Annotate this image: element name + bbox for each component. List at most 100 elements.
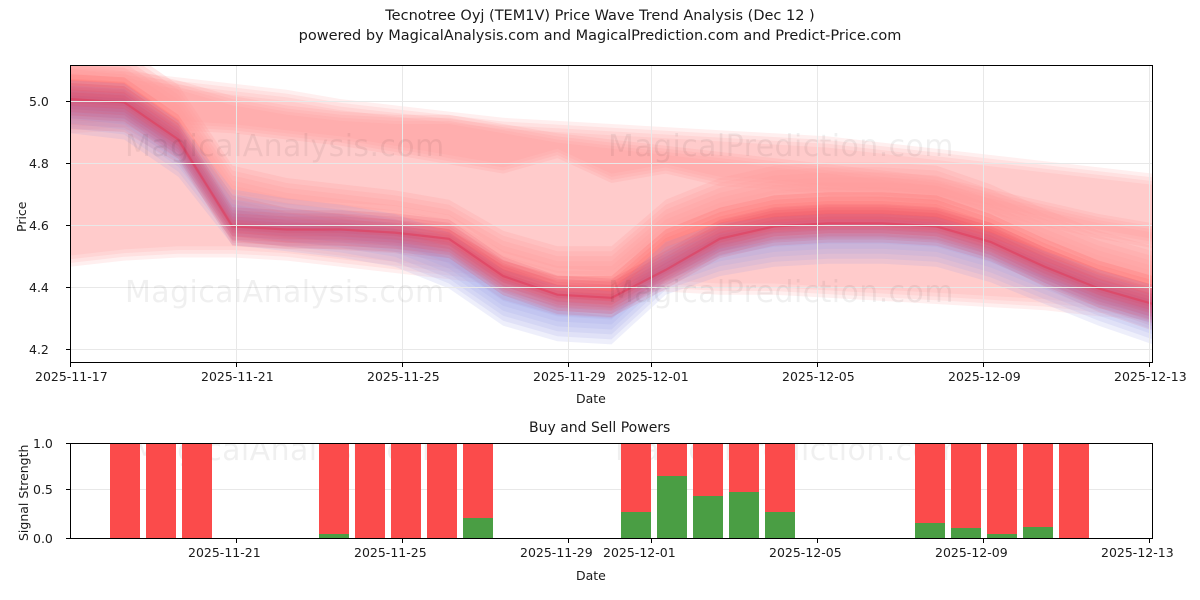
signal-bar[interactable] [319,443,349,539]
btick-mark-2025-12-13 [1149,539,1150,543]
buy-segment [621,512,651,539]
sell-segment [765,443,795,513]
xtick-label-2025-12-13: 2025-12-13 [1114,369,1187,384]
signal-bar[interactable] [951,443,981,539]
page-title: Tecnotree Oyj (TEM1V) Price Wave Trend A… [385,8,815,24]
ytick-label-4.2: 4.2 [29,342,49,357]
stick-mark-0.0 [66,538,70,539]
ytick-mark-4.4 [66,287,70,288]
xtick-label-2025-11-25: 2025-11-25 [367,369,440,384]
signal-bar[interactable] [915,443,945,539]
xtick-mark-2025-11-25 [402,363,403,367]
buy-sell-powers-panel: MagicalAnalysis.com MagicalPrediction.co… [70,443,1153,539]
signal-bar[interactable] [765,443,795,539]
btick-mark-2025-11-21 [236,539,237,543]
sell-segment [987,443,1017,535]
signal-bar[interactable] [1023,443,1053,539]
signal-bar[interactable] [1059,443,1089,539]
signal-bar[interactable] [182,443,212,539]
xtick-mark-2025-12-13 [1149,363,1150,367]
ytick-label-5.0: 5.0 [29,94,49,109]
xtick-label-2025-12-05: 2025-12-05 [782,369,855,384]
buy-segment [463,517,493,539]
buy-segment [693,495,723,539]
stick-label-1.0: 1.0 [33,436,53,451]
page-subtitle: powered by MagicalAnalysis.com and Magic… [298,28,902,44]
xtick-label-2025-11-21: 2025-11-21 [201,369,274,384]
price-axis-label: Price [14,201,29,233]
buy-segment [1023,527,1053,539]
xtick-mark-2025-11-21 [236,363,237,367]
signal-bar[interactable] [463,443,493,539]
btick-mark-2025-11-25 [402,539,403,543]
powers-xaxis-label: Date [576,568,606,583]
signal-bar[interactable] [355,443,385,539]
sell-segment [391,443,421,539]
ytick-mark-5.0 [66,101,70,102]
sell-segment [693,443,723,496]
xtick-mark-2025-12-09 [983,363,984,367]
gridline-x-2025-11-25 [402,65,403,363]
price-wave-bands [70,65,1153,345]
price-plot-area: MagicalAnalysis.com MagicalPrediction.co… [70,65,1153,363]
btick-label-2025-12-05: 2025-12-05 [769,545,842,560]
signal-axis-label: Signal Strength [16,444,31,541]
btick-label-2025-12-01: 2025-12-01 [603,545,676,560]
btick-mark-2025-12-01 [651,539,652,543]
sell-segment [729,443,759,492]
ytick-mark-4.2 [66,349,70,350]
sell-segment [146,443,176,539]
signal-bar[interactable] [987,443,1017,539]
buy-segment [915,522,945,539]
gridline-y-4.6 [70,225,1153,226]
gridline-x-2025-11-17 [70,65,71,363]
xtick-mark-2025-12-01 [651,363,652,367]
buy-segment [319,534,349,539]
sell-segment [1023,443,1053,528]
sell-segment [915,443,945,523]
btick-label-2025-11-29: 2025-11-29 [520,545,593,560]
signal-bar[interactable] [427,443,457,539]
buy-segment [987,534,1017,539]
btick-label-2025-12-09: 2025-12-09 [935,545,1008,560]
buy-segment [657,475,687,539]
signal-bar[interactable] [693,443,723,539]
price-wave-panel: MagicalAnalysis.com MagicalPrediction.co… [70,65,1153,363]
btick-mark-2025-11-29 [568,539,569,543]
stick-mark-0.5 [66,489,70,490]
buy-segment [951,528,981,539]
gridline-y-5.0 [70,101,1153,102]
xtick-label-2025-11-17: 2025-11-17 [35,369,108,384]
xtick-mark-2025-11-17 [70,363,71,367]
xtick-label-2025-11-29: 2025-11-29 [533,369,606,384]
ytick-label-4.8: 4.8 [29,156,49,171]
signal-bar[interactable] [729,443,759,539]
signal-bar[interactable] [621,443,651,539]
stick-label-0.5: 0.5 [33,482,53,497]
gridline-y-4.2 [70,349,1153,350]
stick-label-0.0: 0.0 [33,531,53,546]
sell-segment [319,443,349,535]
sell-segment [951,443,981,529]
chart-title-block: Tecnotree Oyj (TEM1V) Price Wave Trend A… [0,6,1200,46]
signal-bar[interactable] [657,443,687,539]
signal-bar[interactable] [146,443,176,539]
sell-segment [463,443,493,518]
gridline-x-2025-12-01 [651,65,652,363]
price-xaxis-label: Date [576,391,606,406]
stick-mark-1.0 [66,443,70,444]
gridline-y-4.8 [70,163,1153,164]
sell-segment [1059,443,1089,539]
ytick-mark-4.6 [66,225,70,226]
gridline-x-2025-12-13 [1149,65,1150,363]
sell-segment [657,443,687,476]
gridline-x-2025-12-09 [983,65,984,363]
sell-segment [182,443,212,539]
powers-panel-title: Buy and Sell Powers [529,420,671,436]
buy-segment [729,491,759,539]
signal-bar[interactable] [391,443,421,539]
signal-bar[interactable] [110,443,140,539]
ytick-mark-4.8 [66,163,70,164]
xtick-mark-2025-11-29 [568,363,569,367]
